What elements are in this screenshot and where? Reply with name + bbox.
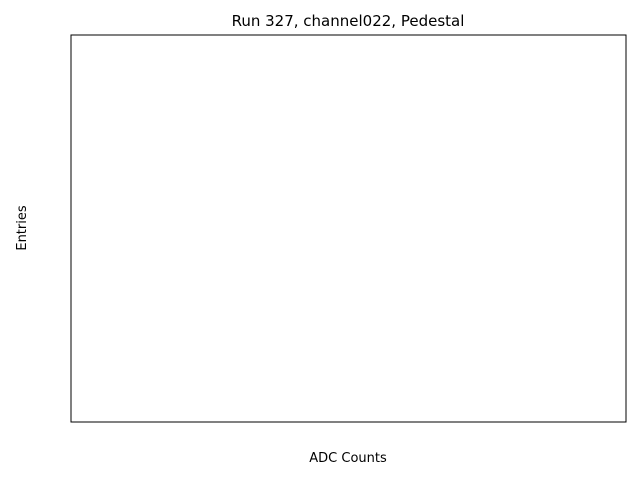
plot-frame	[70, 34, 627, 423]
chart-title: Run 327, channel022, Pedestal	[232, 12, 465, 30]
x-axis-label: ADC Counts	[309, 451, 387, 466]
y-axis-label: Entries	[15, 205, 30, 251]
